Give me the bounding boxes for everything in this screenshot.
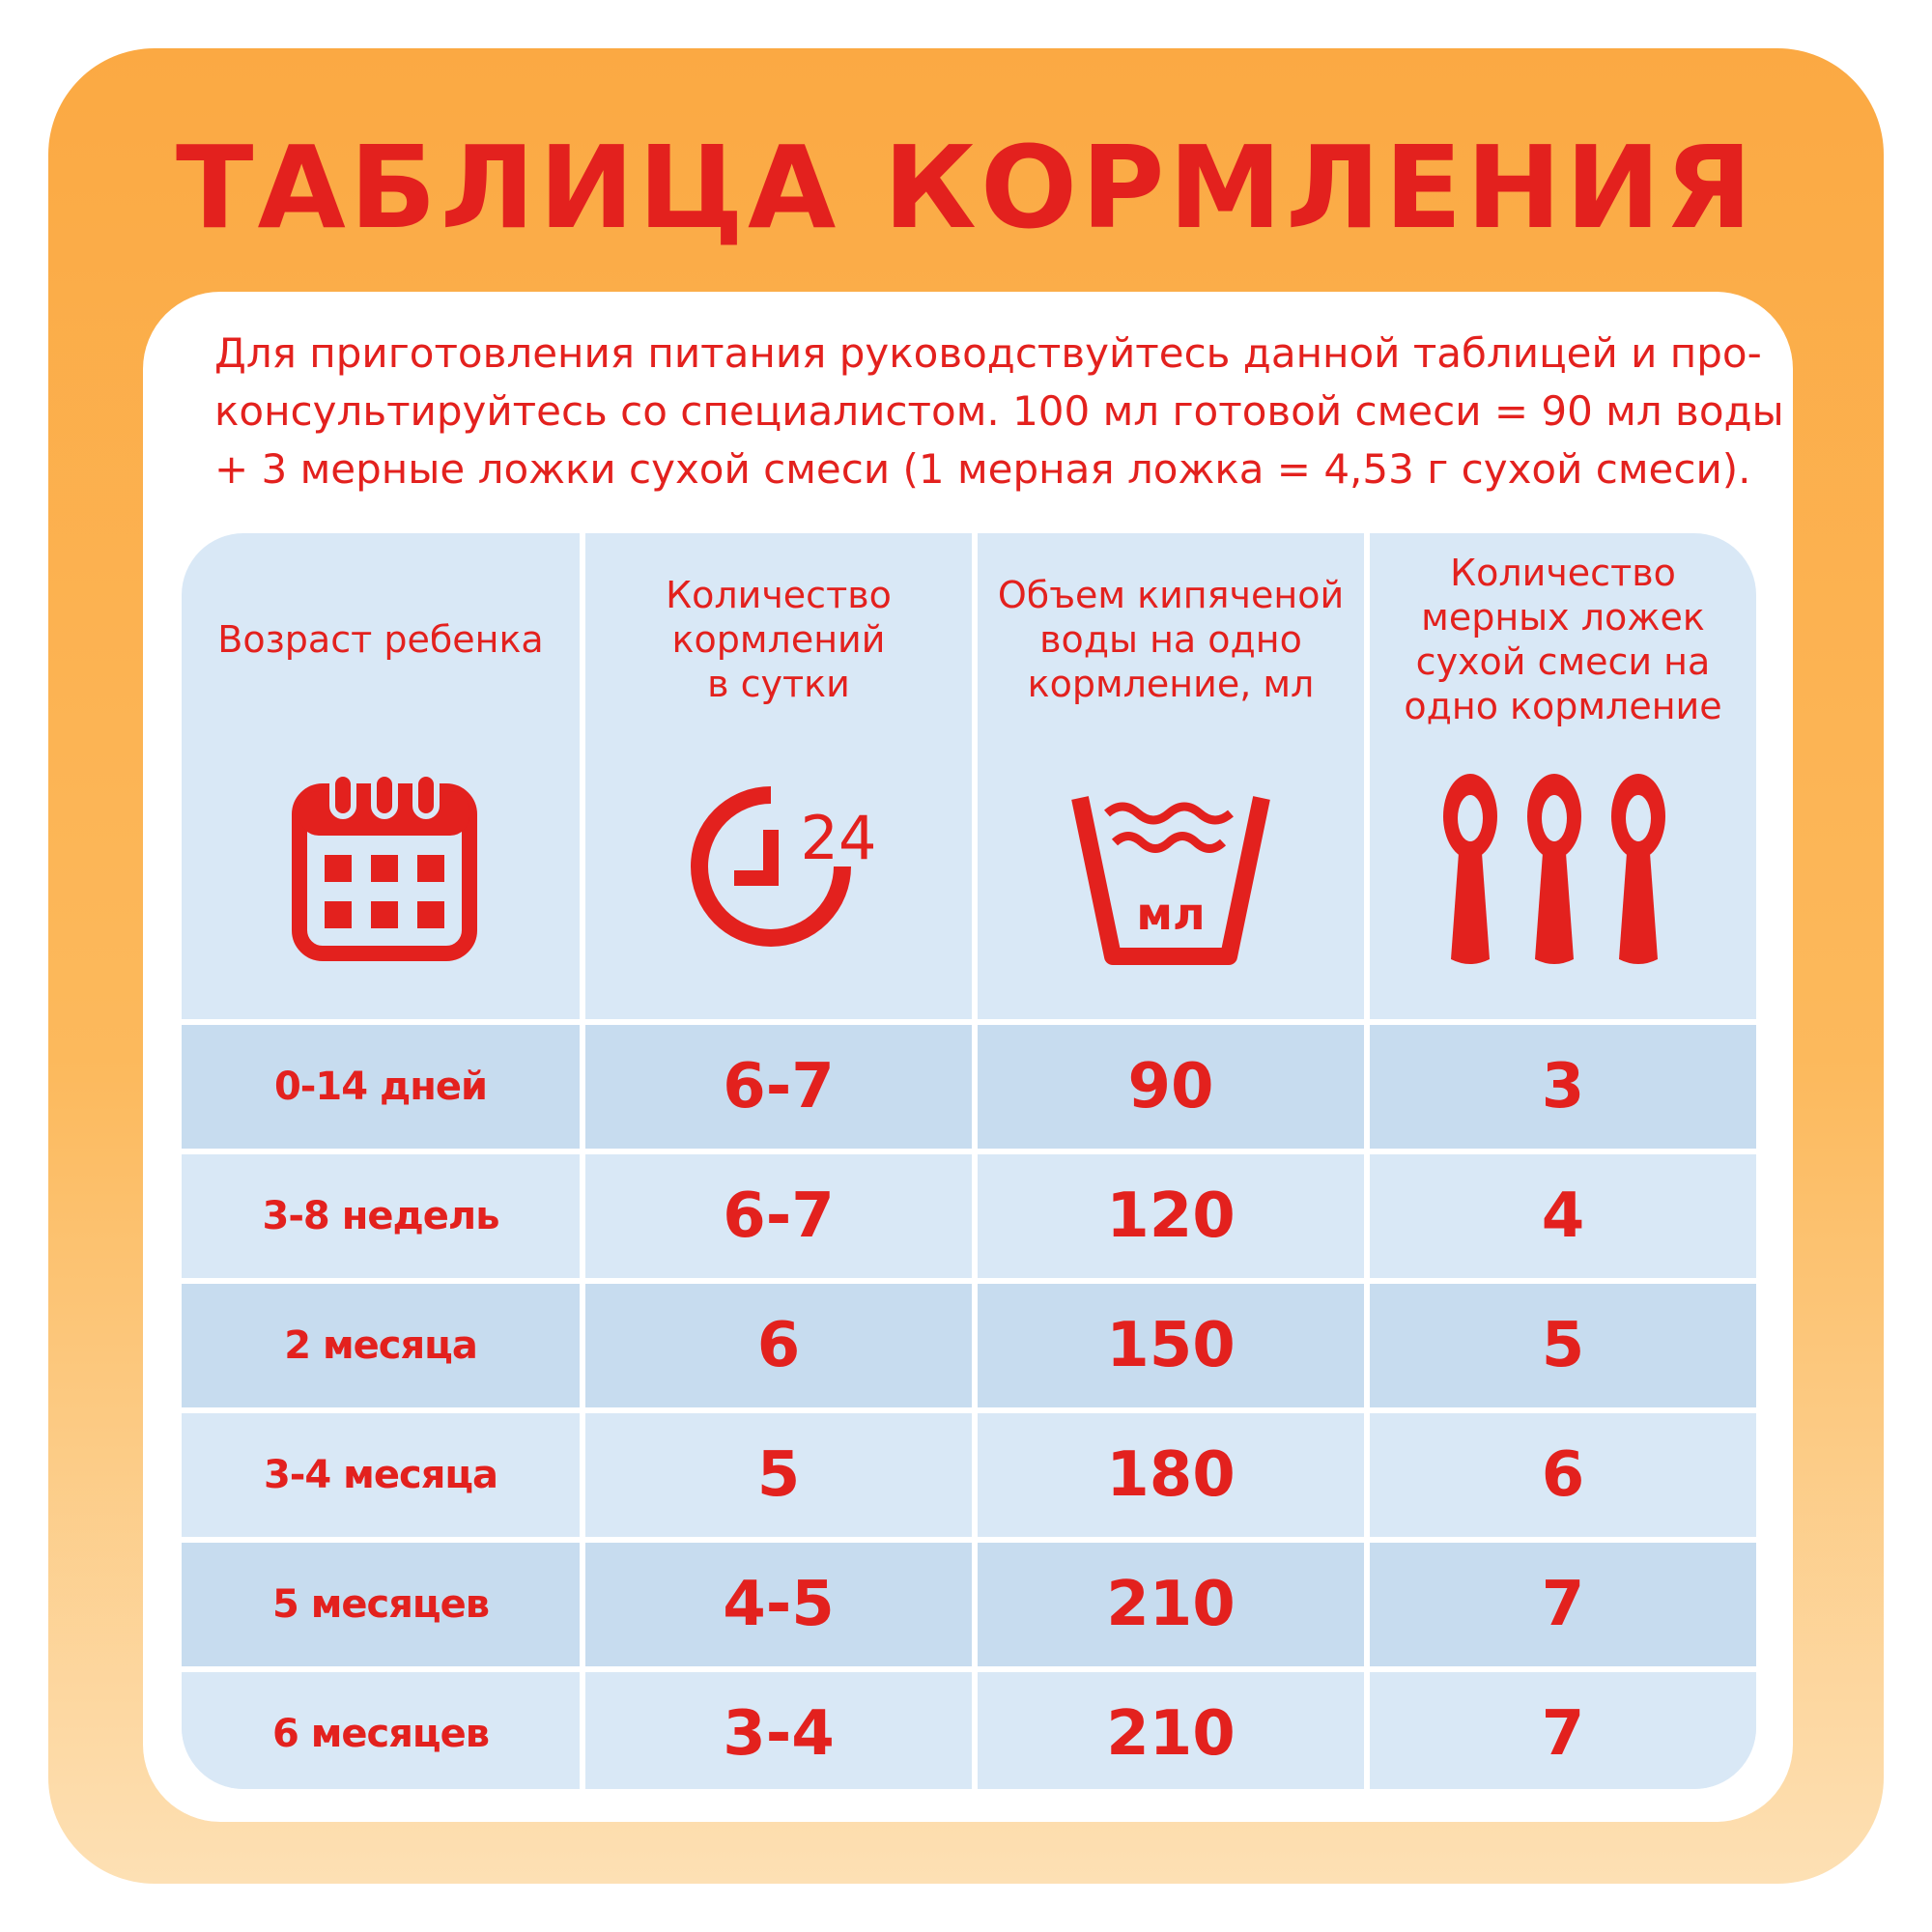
intro-text: Для приготовления питания руководствуйте… — [214, 325, 1784, 498]
intro-line: + 3 мерные ложки сухой смеси (1 мерная л… — [214, 445, 1751, 493]
cell-age: 5 месяцев — [271, 1582, 490, 1627]
column-divider — [580, 533, 585, 1789]
header-line: воды на одно — [1039, 618, 1302, 661]
row-divider — [182, 1019, 1756, 1025]
cell-water: 210 — [1106, 1569, 1236, 1640]
clock-24-icon: 24 — [691, 786, 877, 947]
table-row — [182, 1281, 1756, 1410]
cell-age: 2 месяца — [284, 1323, 478, 1368]
header-line: в сутки — [707, 663, 850, 705]
header-line: мерных ложек — [1421, 596, 1705, 639]
cell-water: 210 — [1106, 1698, 1236, 1770]
cell-feedings: 5 — [756, 1439, 801, 1511]
cell-feedings: 3-4 — [723, 1698, 835, 1770]
cell-feedings: 6-7 — [723, 1051, 835, 1122]
cell-age: 3-4 месяца — [263, 1453, 498, 1497]
cell-feedings: 6 — [756, 1310, 801, 1381]
feeding-table: Возраст ребенка Количество кормлений в с… — [182, 533, 1756, 1789]
header-water: Объем кипяченой воды на одно кормление, … — [978, 562, 1364, 717]
cell-feedings: 6-7 — [723, 1180, 835, 1252]
row-divider — [182, 1149, 1756, 1154]
calendar-icon — [292, 771, 477, 961]
header-line: кормление, мл — [1027, 663, 1315, 705]
header-line: кормлений — [671, 618, 886, 661]
cell-age: 6 месяцев — [271, 1712, 490, 1756]
page-title: ТАБЛИЦА КОРМЛЕНИЯ — [175, 121, 1757, 254]
column-divider — [1364, 533, 1370, 1789]
row-divider — [182, 1407, 1756, 1413]
cell-water: 150 — [1106, 1310, 1236, 1381]
cell-age: 0-14 дней — [273, 1065, 488, 1109]
cell-age: 3-8 недель — [262, 1194, 500, 1238]
table-row — [182, 1669, 1756, 1789]
row-divider — [182, 1278, 1756, 1284]
cell-water: 90 — [1127, 1051, 1214, 1122]
water-basin-icon: мл — [1071, 796, 1270, 965]
cell-spoons: 7 — [1541, 1698, 1585, 1770]
header-line: сухой смеси на — [1415, 640, 1711, 683]
cell-spoons: 5 — [1541, 1310, 1585, 1381]
header-feedings: Количество кормлений в сутки — [585, 562, 972, 717]
cell-spoons: 7 — [1541, 1569, 1585, 1640]
intro-line: Для приготовления питания руководствуйте… — [214, 329, 1762, 377]
intro-line: консультируйтесь со специалистом. 100 мл… — [214, 387, 1784, 435]
header-line: одно кормление — [1404, 685, 1722, 727]
cell-spoons: 4 — [1541, 1180, 1585, 1252]
cell-spoons: 6 — [1541, 1439, 1585, 1511]
column-divider — [972, 533, 978, 1789]
cell-water: 120 — [1106, 1180, 1236, 1252]
table-row — [182, 1022, 1756, 1151]
header-line: Возраст ребенка — [217, 618, 544, 661]
cell-spoons: 3 — [1541, 1051, 1585, 1122]
cell-feedings: 4-5 — [723, 1569, 835, 1640]
header-line: Количество — [666, 574, 892, 616]
cell-water: 180 — [1106, 1439, 1236, 1511]
header-line: Количество — [1450, 552, 1676, 594]
spoons-icon — [1443, 774, 1665, 964]
table-row — [182, 1151, 1756, 1281]
header-age: Возраст ребенка — [182, 562, 580, 717]
row-divider — [182, 1666, 1756, 1672]
header-spoons: Количество мерных ложек сухой смеси на о… — [1370, 552, 1756, 727]
header-line: Объем кипяченой — [997, 574, 1345, 616]
table-row — [182, 1410, 1756, 1540]
table-row — [182, 1540, 1756, 1669]
water-basin-label: мл — [1136, 888, 1205, 940]
clock-24-label: 24 — [801, 803, 877, 873]
row-divider — [182, 1537, 1756, 1543]
